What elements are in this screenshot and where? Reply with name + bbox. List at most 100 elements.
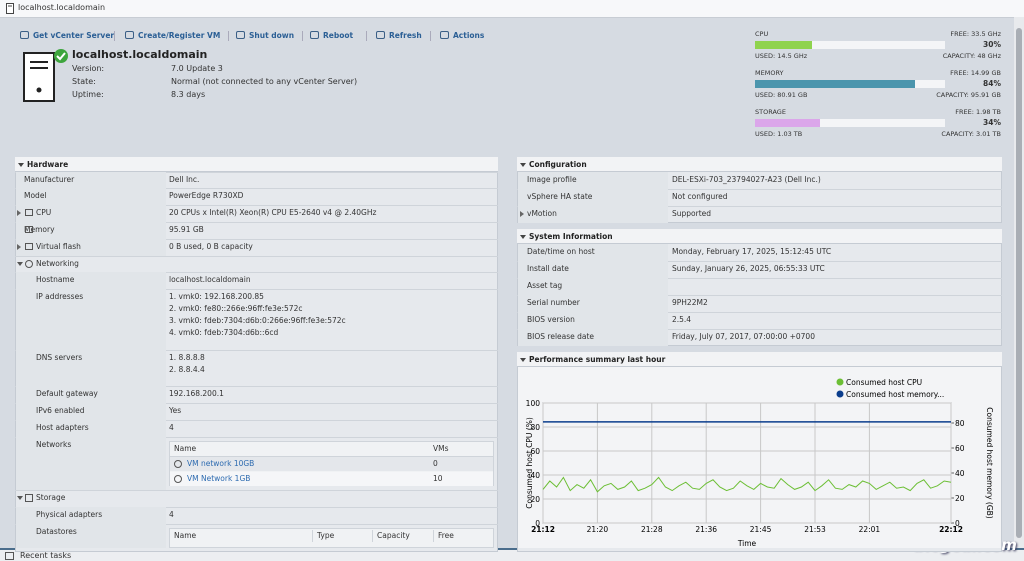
row-value: 3. vmk0: fdeb:7304:d6b:0:266e:96ff:fe3e:…: [169, 316, 346, 325]
row-separator: [15, 188, 498, 189]
expander-arrow[interactable]: [520, 211, 524, 217]
row-value: 2.5.4: [672, 315, 692, 324]
group-arrow[interactable]: [17, 262, 23, 266]
row-value: 1. vmk0: 192.168.200.85: [169, 292, 264, 301]
row-label-cell: [16, 350, 166, 386]
row-label-cell: [518, 261, 668, 278]
row-value: Yes: [169, 406, 182, 415]
row-separator: [15, 172, 498, 173]
toolbar-icon[interactable]: [125, 31, 134, 39]
row-label-cell: [16, 239, 166, 256]
collapse-arrow[interactable]: [18, 163, 24, 167]
row-label: Install date: [527, 264, 569, 273]
toolbar-button[interactable]: Refresh: [389, 31, 422, 40]
row-value: 20 CPUs x Intel(R) Xeon(R) CPU E5-2640 v…: [169, 208, 377, 217]
row-label-cell: [16, 188, 166, 205]
plot-area: [542, 402, 952, 524]
row-separator: [15, 507, 498, 508]
table-cell: 0: [433, 459, 438, 468]
row-separator: [15, 205, 498, 206]
subtable: [169, 528, 494, 548]
y2-tick-label: 60: [955, 444, 965, 453]
y-tick-label: 80: [530, 423, 540, 432]
row-label-cell: [16, 205, 166, 222]
panel-header[interactable]: Hardware: [15, 157, 498, 172]
row-label-cell: [518, 312, 668, 329]
y2-axis-label: Consumed host memory (GB): [985, 407, 994, 518]
row-value: 4: [169, 510, 174, 519]
row-label-cell: [16, 420, 166, 437]
row-label: CPU: [36, 208, 52, 217]
resource-percent: 30%: [983, 40, 1001, 49]
row-label-cell: [16, 386, 166, 403]
row-separator: [15, 386, 498, 387]
legend-label: Consumed host memory...: [846, 390, 944, 399]
table-link[interactable]: VM Network 1GB: [187, 474, 251, 483]
toolbar-button[interactable]: Shut down: [249, 31, 295, 40]
resource-free: FREE: 14.99 GB: [950, 69, 1001, 77]
row-label-cell: [16, 507, 166, 524]
toolbar-button[interactable]: Get vCenter Server: [33, 31, 115, 40]
row-label-cell: [518, 244, 668, 261]
host-detail-value: 8.3 days: [171, 90, 206, 99]
panel-header[interactable]: Performance summary last hour: [517, 352, 1002, 367]
x-axis-label: Time: [737, 539, 757, 548]
row-value: 4. vmk0: fdeb:7304:d6b::6cd: [169, 328, 279, 337]
row-value: Friday, July 07, 2017, 07:00:00 +0700: [672, 332, 815, 341]
host-detail-label: State:: [72, 77, 96, 86]
row-label-cell: [16, 289, 166, 350]
toolbar-icon[interactable]: [440, 31, 449, 39]
toolbar-icon[interactable]: [376, 31, 385, 39]
y-axis-label: Consumed host CPU (%): [525, 417, 534, 509]
y-tick-label: 40: [530, 471, 540, 480]
toolbar-icon[interactable]: [236, 31, 245, 39]
group-arrow[interactable]: [17, 496, 23, 500]
row-separator: [15, 437, 498, 438]
toolbar-button[interactable]: Create/Register VM: [138, 31, 221, 40]
y-tick-label: 100: [526, 399, 541, 408]
row-value: PowerEdge R730XD: [169, 191, 244, 200]
bottom-tab[interactable]: Recent tasks: [20, 551, 72, 560]
group-label: Networking: [36, 259, 79, 268]
row-label: vMotion: [527, 209, 557, 218]
x-tick-label: 21:12: [531, 525, 555, 534]
row-label-cell: [16, 524, 166, 548]
series-line: [542, 476, 952, 493]
toolbar-separator: [228, 31, 229, 41]
x-tick-label: 21:36: [695, 525, 717, 534]
toolbar-button[interactable]: Reboot: [323, 31, 354, 40]
collapse-arrow[interactable]: [520, 358, 526, 362]
row-value: DEL-ESXi-703_23794027-A23 (Dell Inc.): [672, 175, 821, 184]
table-link[interactable]: VM network 10GB: [187, 459, 255, 468]
resource-bar: [755, 80, 915, 88]
row-value: localhost.localdomain: [169, 275, 251, 284]
resource-capacity: CAPACITY: 95.91 GB: [936, 91, 1001, 99]
collapse-arrow[interactable]: [520, 163, 526, 167]
collapse-arrow[interactable]: [520, 235, 526, 239]
host-small-icon: [6, 3, 14, 14]
resource-bar-track: [755, 41, 945, 49]
host-detail-label: Uptime:: [72, 90, 104, 99]
row-separator: [15, 403, 498, 404]
toolbar-button[interactable]: Actions: [453, 31, 485, 40]
expander-arrow[interactable]: [17, 244, 21, 250]
expander-arrow[interactable]: [17, 210, 21, 216]
table-row-bg: [170, 457, 493, 471]
column-divider: [372, 530, 373, 542]
row-value: 95.91 GB: [169, 225, 204, 234]
table-header: VMs: [433, 444, 449, 453]
row-separator: [15, 222, 498, 223]
row-value: 2. 8.8.4.4: [169, 365, 205, 374]
table-header: Capacity: [377, 531, 410, 540]
scrollbar-thumb[interactable]: [1016, 28, 1022, 538]
panel-header[interactable]: Configuration: [517, 157, 1002, 172]
toolbar-icon[interactable]: [20, 31, 29, 39]
row-label-cell: [16, 272, 166, 289]
host-icon: [23, 49, 68, 102]
panel-header[interactable]: System Information: [517, 229, 1002, 244]
row-separator: [15, 524, 498, 525]
toolbar-icon[interactable]: [310, 31, 319, 39]
host-detail-value: Normal (not connected to any vCenter Ser…: [171, 77, 358, 86]
row-label-cell: [518, 278, 668, 295]
row-separator: [169, 456, 494, 457]
